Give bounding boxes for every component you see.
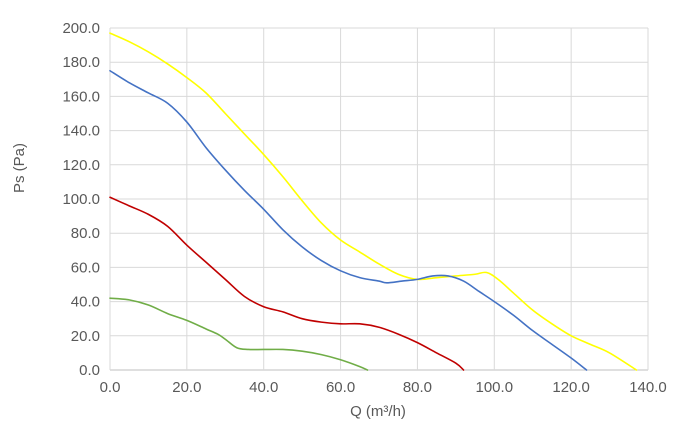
x-tick-labels: 0.0 20.0 40.0 60.0 80.0 100.0 120.0 140.0 xyxy=(100,379,667,396)
y-tick-labels: 0.0 20.0 40.0 60.0 80.0 100.0 120.0 140.0 160.0 1… xyxy=(62,20,100,379)
x-axis-title: Q (m³/h) xyxy=(350,403,406,420)
x-tick-label: 100.0 xyxy=(476,379,514,396)
y-tick-label: 180.0 xyxy=(62,54,100,71)
y-tick-label: 20.0 xyxy=(71,328,100,345)
y-tick-label: 120.0 xyxy=(62,157,100,174)
y-tick-label: 200.0 xyxy=(62,20,100,37)
x-tick-label: 140.0 xyxy=(629,379,667,396)
series-line-3 xyxy=(109,196,465,371)
x-tick-label: 80.0 xyxy=(403,379,432,396)
x-tick-label: 40.0 xyxy=(249,379,278,396)
y-tick-label: 40.0 xyxy=(71,294,100,311)
y-tick-label: 60.0 xyxy=(71,259,100,276)
y-tick-label: 140.0 xyxy=(62,123,100,140)
x-tick-label: 60.0 xyxy=(326,379,355,396)
series-line-1 xyxy=(109,32,638,371)
y-tick-label: 0.0 xyxy=(79,362,100,379)
x-tick-label: 0.0 xyxy=(100,379,121,396)
y-tick-label: 100.0 xyxy=(62,191,100,208)
y-tick-label: 80.0 xyxy=(71,225,100,242)
y-axis-title: Ps (Pa) xyxy=(11,143,28,193)
series-group xyxy=(109,32,638,371)
series-line-2 xyxy=(109,69,588,371)
grid xyxy=(109,27,649,371)
series-line-4 xyxy=(109,297,369,371)
x-tick-label: 120.0 xyxy=(552,379,590,396)
y-tick-label: 160.0 xyxy=(62,88,100,105)
x-tick-label: 20.0 xyxy=(172,379,201,396)
